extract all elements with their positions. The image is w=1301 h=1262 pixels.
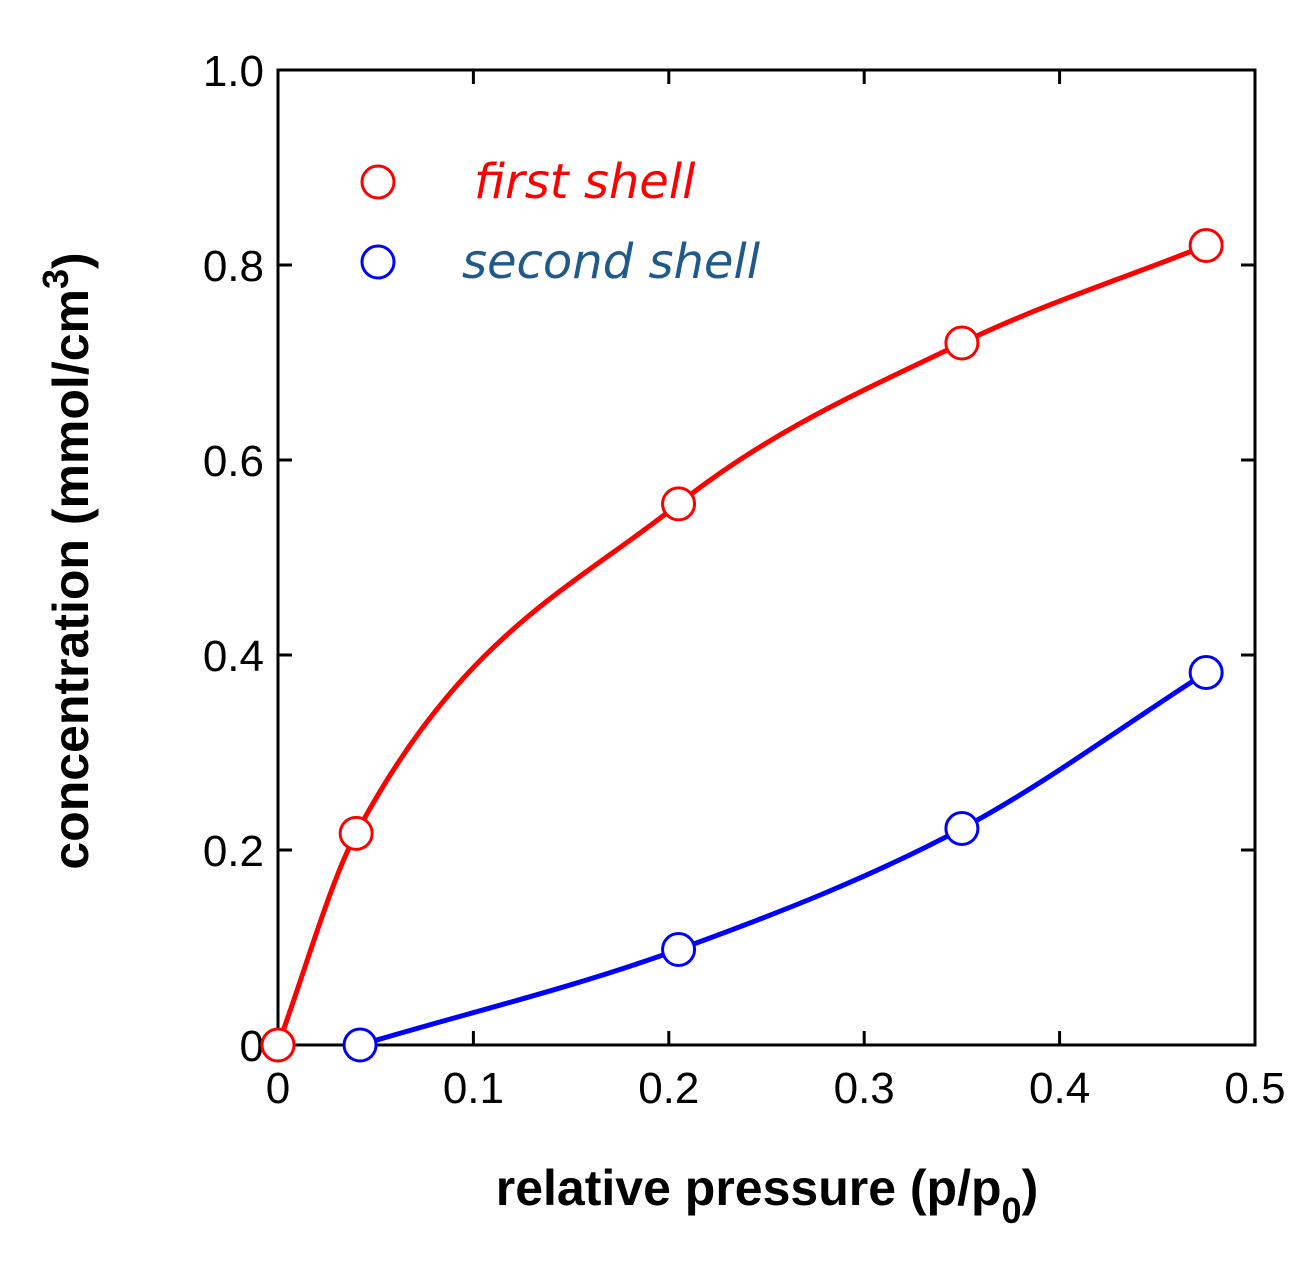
data-point-second-shell <box>1188 655 1224 691</box>
data-point-first-shell <box>338 815 374 851</box>
x-tick-label: 0.2 <box>638 1064 699 1113</box>
x-tick-label: 0.3 <box>834 1064 895 1113</box>
x-tick-label: 0.4 <box>1029 1064 1090 1113</box>
y-tick-label: 0.6 <box>203 437 264 486</box>
data-point-first-shell <box>1188 228 1224 263</box>
x-axis-title: relative pressure (p/p0) <box>496 1160 1038 1231</box>
ticks: 0 0.1 0.2 0.3 0.4 0.5 0 0.2 0.4 0.6 0.8 1.0 <box>203 47 1286 1113</box>
data-point-second-shell <box>944 811 980 847</box>
legend-marker-second-shell <box>360 244 396 280</box>
data-point-second-shell <box>342 1027 378 1063</box>
y-axis-title: concentration (mmol/cm3) <box>35 252 99 869</box>
data-point-first-shell <box>260 1027 296 1063</box>
data-point-first-shell <box>944 325 980 361</box>
x-tick-label: 0 <box>266 1064 290 1113</box>
plot-frame <box>276 68 1257 1047</box>
y-tick-label: 0.4 <box>203 632 264 681</box>
legend: first shell second shell <box>360 154 761 290</box>
x-tick-label: 0.1 <box>443 1064 504 1113</box>
legend-label-second-shell: second shell <box>462 234 761 290</box>
y-tick-label: 0 <box>240 1022 264 1071</box>
x-tick-label: 0.5 <box>1224 1064 1285 1113</box>
data-point-first-shell <box>661 486 697 522</box>
data-point-second-shell <box>661 931 697 967</box>
y-tick-label: 0.8 <box>203 242 264 291</box>
y-tick-label: 0.2 <box>203 827 264 876</box>
series-line-second-shell <box>357 670 1209 1048</box>
y-tick-label: 1.0 <box>203 47 264 96</box>
legend-label-first-shell: first shell <box>474 154 696 210</box>
series-layer <box>260 228 1224 1063</box>
legend-marker-first-shell <box>360 164 396 200</box>
plot-area <box>276 68 1257 1047</box>
